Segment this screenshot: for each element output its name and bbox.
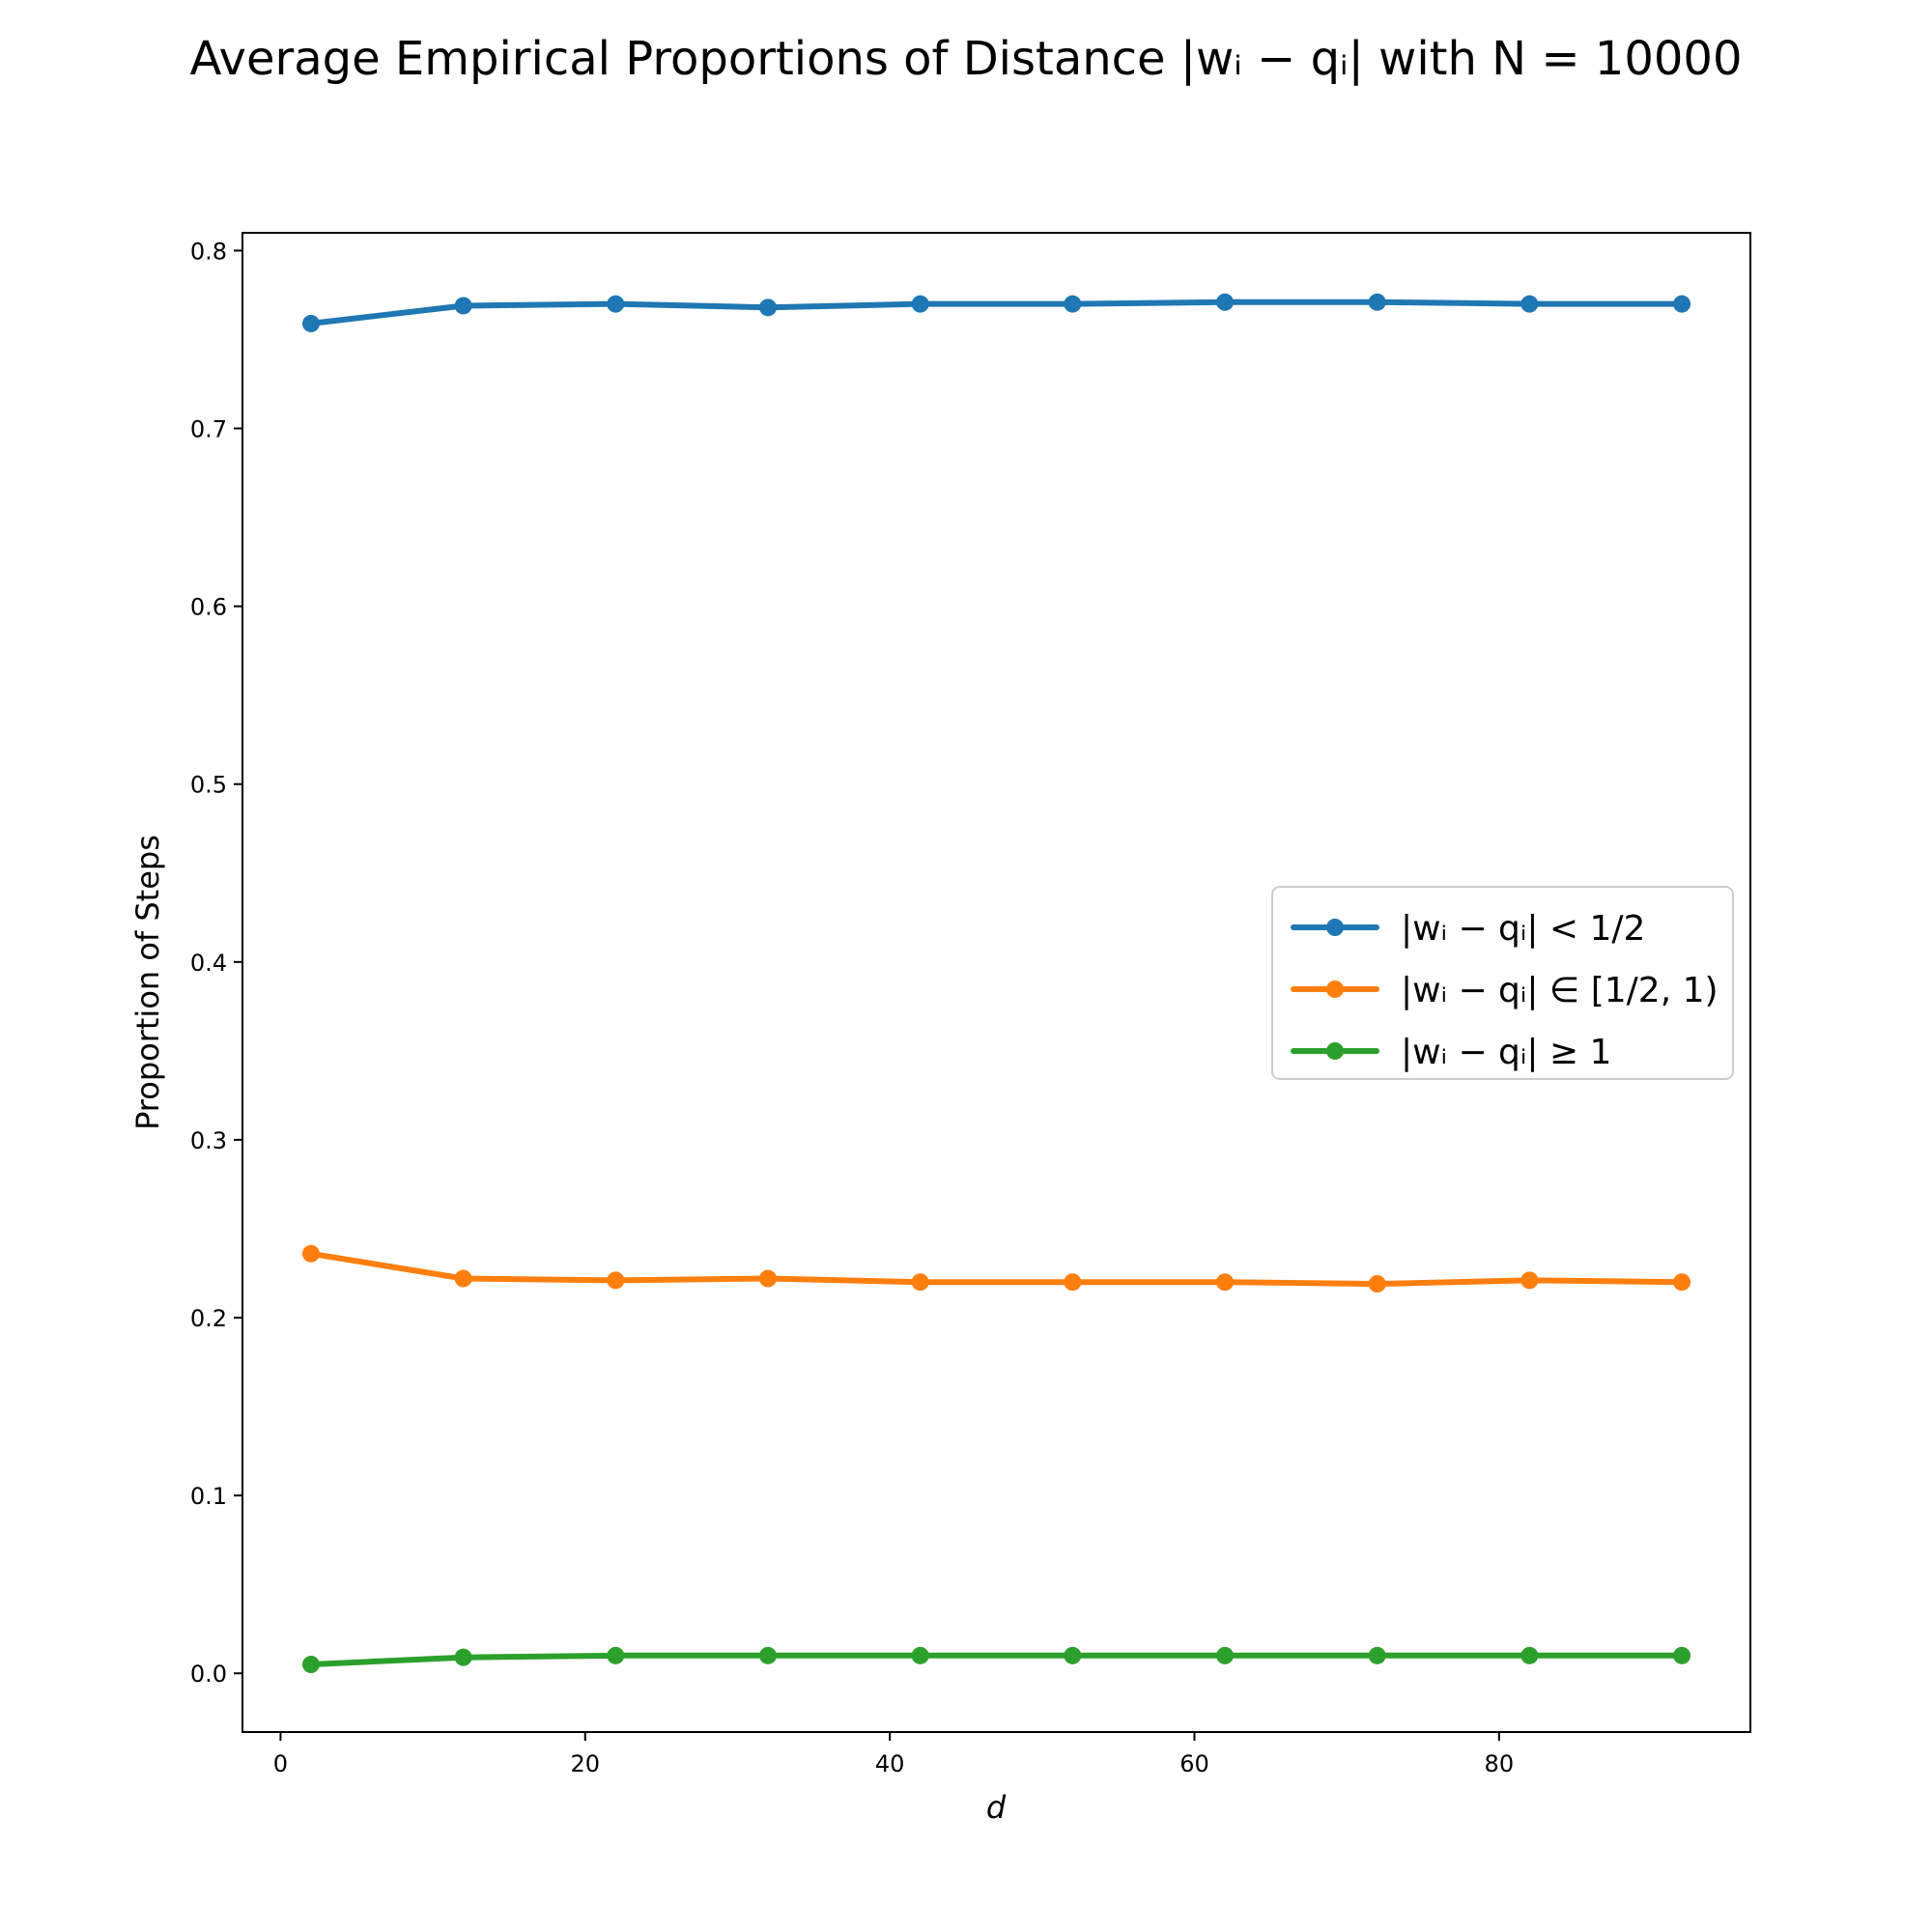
x-tick-label: 20	[570, 1750, 600, 1777]
data-point	[1064, 1646, 1082, 1664]
y-tick-label: 0.7	[190, 416, 227, 443]
chart-title: Average Empirical Proportions of Distanc…	[190, 32, 1743, 86]
data-point	[911, 1273, 929, 1292]
data-point	[301, 1656, 320, 1674]
legend-item: |wᵢ − qᵢ| ≥ 1	[1291, 1033, 1611, 1072]
data-point	[1673, 1273, 1691, 1292]
y-tick-label: 0.3	[190, 1127, 227, 1154]
y-axis: 0.0 0.1 0.2 0.3 0.4 0.5 0.6 0.7 0.8	[190, 238, 242, 1688]
x-tick-label: 0	[273, 1750, 288, 1777]
x-axis: 0 20 40 60 80	[273, 1732, 1514, 1777]
data-point	[1064, 295, 1082, 313]
data-point	[607, 1271, 625, 1290]
legend-frame	[1271, 886, 1734, 1080]
y-tick-label: 0.5	[190, 772, 227, 799]
series-3	[301, 1646, 1691, 1674]
data-point	[1520, 1271, 1539, 1290]
y-axis-label: Proportion of Steps	[129, 835, 166, 1130]
data-point	[1216, 1646, 1235, 1664]
data-point	[1368, 293, 1386, 311]
data-point	[758, 298, 777, 317]
data-point	[1520, 295, 1539, 313]
y-tick-label: 0.8	[190, 238, 227, 265]
legend-label: |wᵢ − qᵢ| ≥ 1	[1401, 1033, 1611, 1072]
legend-label: |wᵢ − qᵢ| ∈ [1/2, 1)	[1401, 971, 1719, 1010]
data-point	[1368, 1646, 1386, 1664]
data-point	[1673, 1646, 1691, 1664]
legend-item: |wᵢ − qᵢ| ∈ [1/2, 1)	[1291, 971, 1719, 1010]
x-tick-label: 40	[875, 1750, 905, 1777]
legend-marker	[1326, 980, 1344, 998]
series-line	[308, 1652, 1685, 1667]
x-tick-label: 80	[1485, 1750, 1515, 1777]
data-point	[454, 297, 472, 315]
series-layer	[301, 293, 1691, 1674]
data-point	[607, 295, 625, 313]
plot-frame	[242, 232, 1751, 1733]
data-point	[301, 1244, 320, 1263]
legend: |wᵢ − qᵢ| < 1/2 |wᵢ − qᵢ| ∈ [1/2, 1) |wᵢ −…	[1271, 886, 1734, 1080]
data-point	[758, 1269, 777, 1288]
data-point	[911, 1646, 929, 1664]
legend-marker	[1326, 919, 1344, 936]
data-point	[301, 314, 320, 332]
legend-marker	[1326, 1042, 1344, 1060]
data-point	[607, 1646, 625, 1664]
data-point	[1673, 295, 1691, 313]
data-point	[1520, 1646, 1539, 1664]
legend-label: |wᵢ − qᵢ| < 1/2	[1401, 909, 1645, 949]
y-tick-label: 0.4	[190, 950, 227, 977]
x-axis-label: d	[986, 1789, 1007, 1826]
data-point	[911, 295, 929, 313]
data-point	[1216, 293, 1235, 311]
legend-item: |wᵢ − qᵢ| < 1/2	[1291, 909, 1645, 949]
data-point	[1368, 1275, 1386, 1293]
y-tick-label: 0.1	[190, 1483, 227, 1510]
series-line	[308, 1250, 1685, 1288]
y-tick-label: 0.0	[190, 1661, 227, 1688]
data-point	[454, 1648, 472, 1666]
data-point	[1216, 1273, 1235, 1292]
series-2	[301, 1244, 1691, 1293]
series-1	[301, 293, 1691, 332]
data-point	[1064, 1273, 1082, 1292]
x-tick-label: 60	[1179, 1750, 1209, 1777]
y-tick-label: 0.2	[190, 1305, 227, 1332]
data-point	[758, 1646, 777, 1664]
data-point	[454, 1269, 472, 1288]
y-tick-label: 0.6	[190, 594, 227, 621]
series-line	[308, 298, 1685, 327]
